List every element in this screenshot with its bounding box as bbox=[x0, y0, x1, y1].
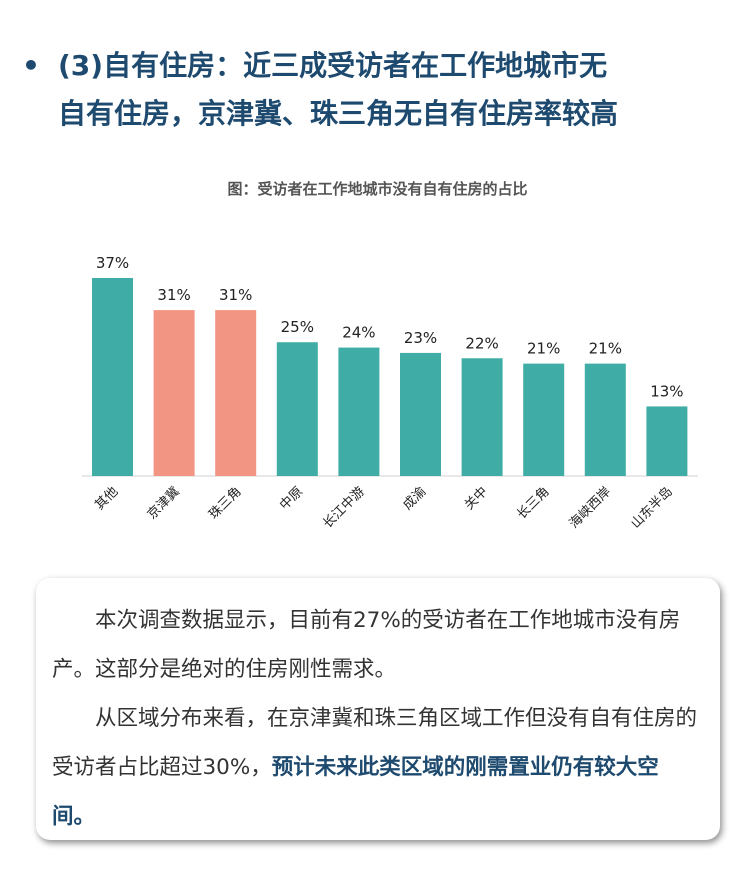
chart-title: 图：受访者在工作地城市没有自有住房的占比 bbox=[227, 180, 528, 198]
category-label-3: 中原 bbox=[277, 484, 306, 513]
headline-line-2: 自有住房，京津冀、珠三角无自有住房率较高 bbox=[58, 97, 619, 130]
bar-2 bbox=[215, 310, 257, 476]
bar-4 bbox=[338, 347, 380, 476]
category-label-9: 山东半岛 bbox=[628, 484, 676, 532]
bar-9 bbox=[646, 406, 688, 476]
bar-1 bbox=[153, 310, 195, 476]
headline-line-1: (3)自有住房：近三成受访者在工作地城市无 bbox=[58, 49, 608, 82]
data-label-6: 22% bbox=[465, 334, 498, 352]
data-label-3: 25% bbox=[281, 318, 314, 336]
bar-0 bbox=[92, 278, 133, 476]
data-label-2: 31% bbox=[219, 286, 252, 304]
bar-6 bbox=[461, 358, 503, 476]
bar-chart: 37% 其他 31% 京津冀 31% 珠三角 25% 中原 24% 长江中游 23% 成渝 22% 关中 2… bbox=[82, 254, 698, 532]
data-label-0: 37% bbox=[96, 254, 129, 272]
category-label-2: 珠三角 bbox=[206, 484, 244, 522]
summary-paragraph-1: 本次调查数据显示，目前有27%的受访者在工作地城市没有房产。这部分是绝对的住房刚… bbox=[52, 608, 681, 682]
summary-text-box: 本次调查数据显示，目前有27%的受访者在工作地城市没有房产。这部分是绝对的住房刚… bbox=[36, 578, 720, 840]
summary-paragraph-2-emphasis: 预计未来此类区域的刚需置业仍有较大空间。 bbox=[52, 755, 659, 829]
bar-5 bbox=[400, 352, 441, 476]
data-label-8: 21% bbox=[589, 340, 622, 358]
data-label-1: 31% bbox=[157, 286, 190, 304]
category-label-7: 长三角 bbox=[514, 484, 552, 522]
category-label-1: 京津冀 bbox=[144, 484, 183, 523]
bullet: • bbox=[22, 49, 40, 82]
category-label-0: 其他 bbox=[92, 484, 121, 513]
summary-paragraph-2-text: 从区域分布来看，在京津冀和珠三角区域工作但没有自有住房的受访者占比超过30%， bbox=[52, 706, 698, 780]
category-label-8: 海峡西岸 bbox=[567, 484, 614, 531]
bar-8 bbox=[584, 363, 626, 476]
summary-paragraph-2: 从区域分布来看，在京津冀和珠三角区域工作但没有自有住房的受访者占比超过30%，预… bbox=[52, 694, 700, 841]
bar-3 bbox=[276, 342, 318, 476]
category-label-5: 成渝 bbox=[400, 484, 430, 514]
data-label-7: 21% bbox=[527, 340, 560, 358]
data-label-5: 23% bbox=[404, 329, 437, 347]
bar-7 bbox=[523, 363, 565, 476]
data-label-9: 13% bbox=[650, 382, 683, 400]
category-label-6: 关中 bbox=[462, 484, 491, 513]
category-label-4: 长江中游 bbox=[320, 484, 367, 531]
data-label-4: 24% bbox=[342, 324, 375, 342]
